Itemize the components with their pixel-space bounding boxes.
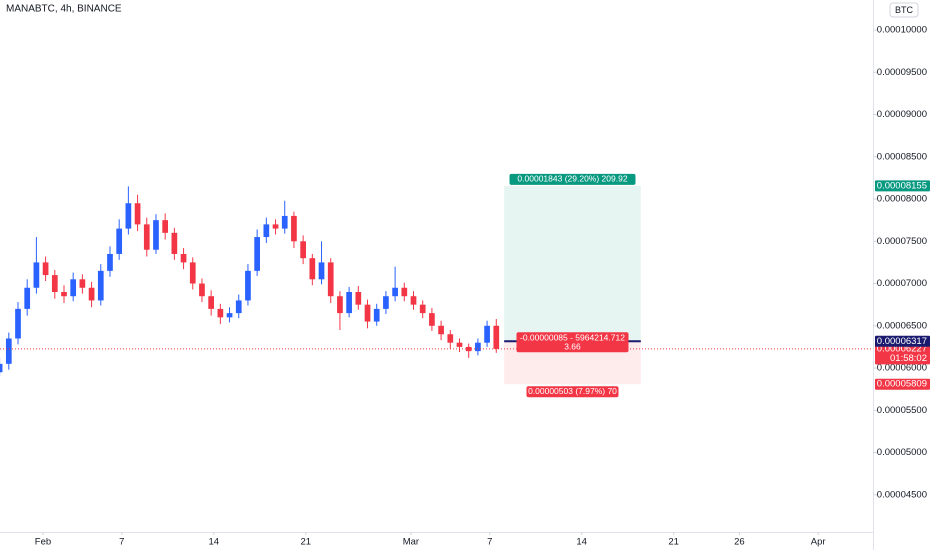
candle-body xyxy=(263,224,270,238)
entry-price-label-box xyxy=(875,335,930,347)
x-tick-label: 21 xyxy=(300,537,311,548)
stop-label: 0.00000503 (7.97%) 70 xyxy=(528,386,617,396)
candle-body xyxy=(456,342,463,347)
stop-price-label: 0.00005809 xyxy=(877,379,927,390)
candle-body xyxy=(272,224,279,229)
y-tick-label: 0.00006000 xyxy=(877,363,927,374)
y-tick-label: 0.00004500 xyxy=(877,489,927,500)
candle-body xyxy=(254,237,260,271)
y-tick-label: 0.00008500 xyxy=(877,151,927,162)
y-tick-label: 0.00009500 xyxy=(877,67,927,78)
current-price-label: 0.00006227 xyxy=(877,343,927,354)
candle-body xyxy=(180,253,187,263)
entry-price-label: 0.00006317 xyxy=(877,336,927,347)
candle-body xyxy=(281,215,288,229)
y-tick-label: 0.00007000 xyxy=(877,278,927,289)
x-tick-label: Apr xyxy=(811,537,826,548)
candle-body xyxy=(226,313,233,318)
candle-body xyxy=(5,338,12,364)
candle-body xyxy=(337,296,343,314)
candle-body xyxy=(24,287,31,309)
x-tick-label: 7 xyxy=(119,537,124,548)
candle-body xyxy=(189,262,196,284)
candle-body xyxy=(153,220,159,250)
candle-body xyxy=(493,325,500,349)
candle-body xyxy=(364,304,371,322)
x-tick-label: 14 xyxy=(208,537,219,548)
x-tick-label: 14 xyxy=(576,537,587,548)
y-tick-label: 0.00009000 xyxy=(877,109,927,120)
candle-body xyxy=(70,279,77,297)
candle-body xyxy=(162,220,169,233)
y-tick-label: 0.00005000 xyxy=(877,447,927,458)
y-tick-label: 0.00005500 xyxy=(877,405,927,416)
candle-body xyxy=(143,224,150,250)
candle-body xyxy=(383,296,389,309)
candle-body xyxy=(217,308,224,318)
candle-body xyxy=(300,241,306,259)
candle-body xyxy=(475,342,481,352)
x-tick-label: Mar xyxy=(403,537,419,548)
entry-label: -0.00000085 - 5964214.712 xyxy=(520,333,625,343)
candle-body xyxy=(208,296,215,309)
candle-body xyxy=(484,325,490,343)
candle-body xyxy=(42,262,49,276)
y-tick-label: 0.00007500 xyxy=(877,236,927,247)
stop-price-label-box xyxy=(875,378,930,390)
entry-label-box xyxy=(516,332,629,353)
entry-label-2: 3.66 xyxy=(564,342,581,352)
stop-label-box xyxy=(526,386,619,398)
chart-title: MANABTC, 4h, BINANCE xyxy=(6,4,122,15)
candle-body xyxy=(392,287,398,297)
currency-label[interactable]: BTC xyxy=(895,5,914,15)
candle-body xyxy=(107,253,113,271)
target-price-label-box xyxy=(875,180,930,192)
candle-body xyxy=(0,363,3,373)
candle-body xyxy=(373,308,380,322)
candle-body xyxy=(61,291,67,297)
candle-body xyxy=(438,325,444,335)
target-label-box xyxy=(509,173,636,185)
y-tick-label: 0.00010000 xyxy=(877,25,927,36)
candle-body xyxy=(447,334,454,343)
candle-body xyxy=(318,262,325,280)
candle-body xyxy=(401,287,408,297)
countdown-label: 01:58:02 xyxy=(890,353,927,364)
x-tick-label: 21 xyxy=(668,537,679,548)
candle-body xyxy=(346,291,352,314)
candle-body xyxy=(134,203,141,225)
y-tick-label: 0.00008000 xyxy=(877,194,927,205)
x-tick-label: 7 xyxy=(487,537,492,548)
profit-zone xyxy=(504,185,641,342)
candle-body xyxy=(116,228,123,254)
candle-body xyxy=(419,304,426,314)
candle-body xyxy=(245,270,251,301)
x-tick-label: Feb xyxy=(35,537,51,548)
candle-body xyxy=(33,262,40,288)
x-tick-label: 26 xyxy=(734,537,745,548)
candle-body xyxy=(429,313,435,326)
candle-body xyxy=(171,232,178,254)
candle-body xyxy=(355,291,362,305)
candle-body xyxy=(309,258,316,280)
target-label: 0.00001843 (29.20%) 209.92 xyxy=(517,174,627,184)
candle-body xyxy=(15,308,21,339)
candle-body xyxy=(327,262,334,297)
target-price-label: 0.00008155 xyxy=(877,180,927,191)
current-price-box xyxy=(875,343,930,365)
candle-body xyxy=(51,275,58,292)
candle-body xyxy=(97,270,104,301)
currency-button[interactable] xyxy=(889,2,919,18)
candle-body xyxy=(125,203,132,229)
candle-body xyxy=(291,215,297,242)
candle-body xyxy=(235,300,242,314)
candle-body xyxy=(410,296,417,305)
candle-body xyxy=(79,279,86,288)
candle-body xyxy=(88,287,95,301)
candle-body xyxy=(199,283,205,297)
y-tick-label: 0.00006500 xyxy=(877,320,927,331)
